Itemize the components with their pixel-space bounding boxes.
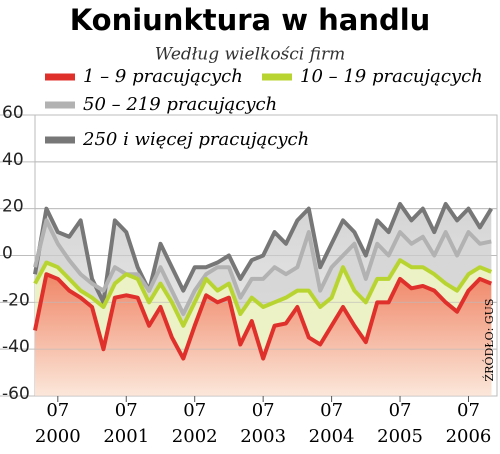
x-tick-label: 07 [457,400,480,421]
y-tick-label: 40 [2,150,24,170]
legend-label: 50 – 219 pracujących [83,94,277,115]
x-tick-year: 2002 [172,426,218,447]
legend-label: 10 – 19 pracujących [300,66,483,87]
x-tick-year: 2001 [103,426,149,447]
x-tick-label: 07 [320,400,343,421]
x-tick-label: 07 [115,400,138,421]
x-tick-label: 07 [252,400,275,421]
chart-title: Koniunktura w handlu [70,3,431,37]
x-tick-year: 2003 [240,426,286,447]
y-tick-label: -40 [2,337,30,357]
y-tick-label: 60 [2,103,24,123]
chart-subtitle: Według wielkości firm [155,45,345,65]
legend-label: 250 i więcej pracujących [82,129,309,150]
series-line [33,201,494,305]
x-tick-year: 2006 [446,426,492,447]
series-line [33,258,493,328]
x-tick-year: 2000 [35,426,81,447]
x-tick-label: 07 [183,400,206,421]
y-tick-label: 0 [2,244,13,264]
x-tick-year: 2005 [377,426,423,447]
source: ŹRÓDŁO: GUS [482,299,496,382]
x-tick-year: 2004 [309,426,355,447]
series-line [33,218,492,317]
y-tick-label: -60 [2,384,30,404]
legend-label: 1 – 9 pracujących [83,66,243,87]
series-line [33,272,493,361]
y-tick-label: -20 [2,290,30,310]
x-tick-label: 07 [46,400,69,421]
y-tick-label: 20 [2,197,24,217]
x-tick-label: 07 [389,400,412,421]
